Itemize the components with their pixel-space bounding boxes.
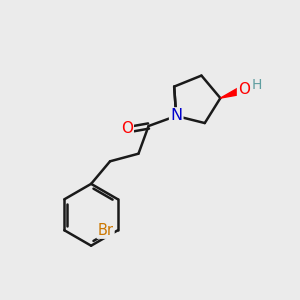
- Text: Br: Br: [98, 223, 113, 238]
- Text: H: H: [251, 78, 262, 92]
- Text: N: N: [170, 108, 182, 123]
- Text: O: O: [121, 121, 133, 136]
- Text: O: O: [238, 82, 250, 98]
- Polygon shape: [220, 87, 242, 98]
